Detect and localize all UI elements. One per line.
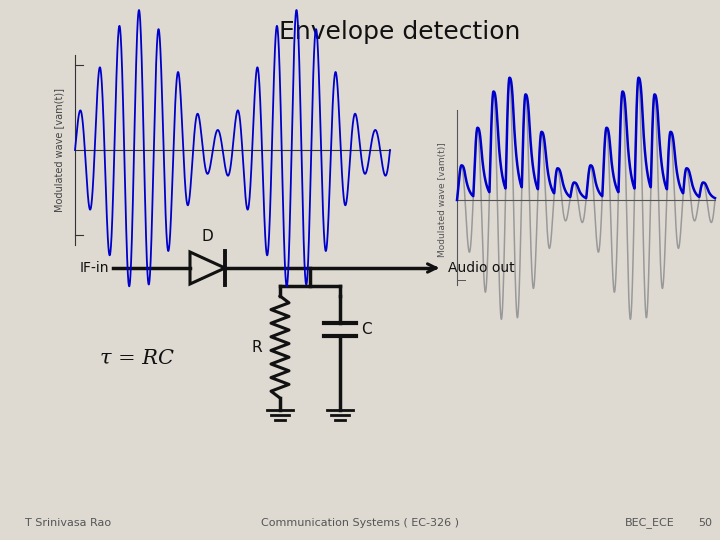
Text: D: D <box>202 229 213 244</box>
Text: BEC_ECE: BEC_ECE <box>625 517 675 528</box>
Text: IF-in: IF-in <box>80 261 109 275</box>
Text: Envelope detection: Envelope detection <box>279 20 521 44</box>
Text: τ = RC: τ = RC <box>100 348 174 368</box>
Text: C: C <box>361 322 372 337</box>
Text: Audio out: Audio out <box>448 261 515 275</box>
Text: 50: 50 <box>698 518 712 528</box>
Text: T Srinivasa Rao: T Srinivasa Rao <box>25 518 111 528</box>
Text: R: R <box>251 340 262 354</box>
Text: Modulated wave [vam(t)]: Modulated wave [vam(t)] <box>438 143 448 258</box>
Text: Modulated wave [vam(t)]: Modulated wave [vam(t)] <box>54 88 64 212</box>
Text: Communication Systems ( EC-326 ): Communication Systems ( EC-326 ) <box>261 518 459 528</box>
